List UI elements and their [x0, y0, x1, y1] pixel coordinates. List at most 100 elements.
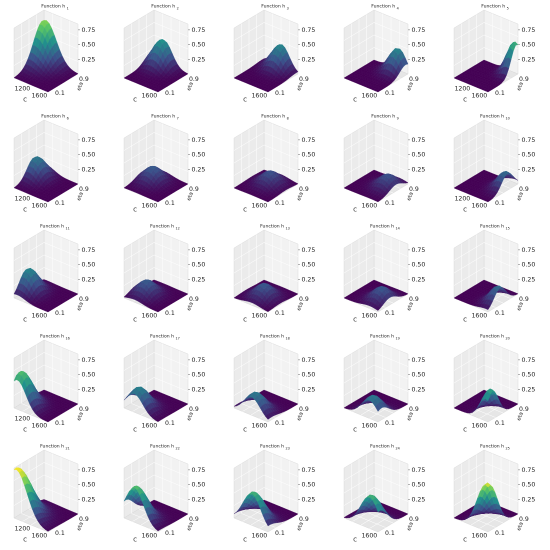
z-tick-label: 0.50 [192, 262, 206, 269]
z-tick-label: 0.25 [302, 386, 316, 393]
x-tick-label: 1600 [472, 93, 488, 100]
x-axis-label: C [23, 537, 27, 543]
z-tick-label: 0.75 [412, 247, 426, 254]
z-tick-label: 0.75 [82, 247, 96, 254]
z-tick-label: 0.25 [192, 56, 206, 63]
surface-mesh [233, 44, 299, 93]
y-tick-label: 0.1 [495, 90, 505, 97]
z-tick-label: 0.25 [82, 276, 96, 283]
panel-title: Function h 7 [151, 114, 179, 121]
gridline [123, 242, 155, 261]
y-tick-label: 0.1 [275, 530, 285, 537]
y-tick-label: 0.1 [165, 200, 175, 207]
surface-panel: Function h 19 0.25 0.50 0.75 0.9 0.1 eta 1600 C [330, 330, 440, 440]
gridline [43, 462, 79, 477]
surface-mesh [343, 494, 409, 520]
gridline [263, 352, 299, 367]
y-tick-label: 0.1 [55, 530, 65, 537]
surface-panel: Function h 24 0.25 0.50 0.75 0.9 0.1 eta 1600 C [330, 440, 440, 550]
gridline [483, 132, 519, 147]
surface-facet [484, 89, 491, 93]
surface-panel: Function h 11 0.25 0.50 0.75 0.9 0.1 eta 1600 C [0, 220, 110, 330]
panel-title-subscript: 23 [286, 447, 290, 451]
x-tick-label: 1600 [142, 533, 158, 540]
z-tick-label: 0.25 [82, 166, 96, 173]
surface-facet [265, 519, 271, 527]
surface-panel: Function h 2 0.25 0.50 0.75 0.9 0.1 eta 1600 C [110, 0, 220, 110]
surface-axes: Function h 60.250.500.750.90.1eta1200160… [13, 114, 96, 213]
panel-title: Function h 3 [261, 4, 289, 11]
surface-panel: Function h 20 0.25 0.50 0.75 0.9 0.1 eta 1600 C [440, 330, 550, 440]
gridline [233, 242, 265, 261]
z-tick-label: 0.25 [412, 386, 426, 393]
z-tick-label: 0.50 [192, 152, 206, 159]
x-axis-label: C [23, 97, 27, 103]
surface-facet [155, 309, 161, 313]
x-tick-label: 1200 [15, 416, 31, 423]
surface-mesh [453, 279, 519, 310]
panel-title-subscript: 2 [177, 7, 179, 11]
y-tick-label: 0.9 [189, 296, 199, 303]
x-axis-label: C [463, 317, 467, 323]
gridline [13, 462, 45, 481]
y-tick-label: 0.9 [79, 406, 89, 413]
y-axis-label: eta [76, 411, 85, 421]
surface-mesh [233, 169, 299, 203]
gridline [43, 352, 79, 367]
y-tick-label: 0.1 [165, 530, 175, 537]
x-tick-label: 1600 [32, 93, 48, 100]
panel-title-subscript: 13 [286, 227, 290, 231]
y-tick-label: 0.9 [299, 296, 309, 303]
surface-mesh [343, 389, 409, 412]
x-axis-label: C [463, 97, 467, 103]
y-tick-label: 0.9 [189, 76, 199, 83]
y-axis-label: eta [296, 411, 305, 421]
surface-facet [375, 503, 381, 513]
surface-mesh [453, 388, 519, 414]
x-tick-label: 1600 [252, 203, 268, 210]
x-tick-label: 1600 [362, 203, 378, 210]
y-tick-label: 0.9 [409, 406, 419, 413]
z-tick-label: 0.75 [412, 357, 426, 364]
surface-facet [154, 199, 161, 203]
z-tick-label: 0.75 [302, 27, 316, 34]
y-tick-label: 0.1 [385, 530, 395, 537]
z-tick-label: 0.75 [302, 247, 316, 254]
panel-title: Function h 12 [150, 224, 180, 231]
surface-panel: Function h 13 0.25 0.50 0.75 0.9 0.1 eta 1600 C [220, 220, 330, 330]
y-tick-label: 0.1 [385, 90, 395, 97]
z-tick-label: 0.50 [302, 372, 316, 379]
surface-facet [154, 89, 161, 93]
surface-panel: Function h 21 0.25 0.50 0.75 0.9 0.1 eta 1200 16… [0, 440, 110, 550]
x-tick-label: 1600 [472, 423, 488, 430]
gridline [123, 462, 155, 481]
gridline [153, 352, 189, 367]
surface-panel: Function h 17 0.25 0.50 0.75 0.9 0.1 eta 1600 C [110, 330, 220, 440]
gridline [263, 132, 299, 147]
panel-title: Function h 20 [480, 334, 510, 341]
z-tick-label: 0.50 [522, 372, 536, 379]
surface-panel: Function h 6 0.25 0.50 0.75 0.9 0.1 eta 1200 160… [0, 110, 110, 220]
z-tick-label: 0.75 [192, 137, 206, 144]
x-axis-label: C [23, 317, 27, 323]
gridline [233, 352, 265, 371]
y-tick-label: 0.9 [299, 406, 309, 413]
y-tick-label: 0.9 [299, 186, 309, 193]
z-tick-label: 0.75 [412, 467, 426, 474]
surface-mesh [13, 156, 79, 203]
panel-title: Function h 1 [41, 4, 69, 11]
x-axis-label: C [243, 97, 247, 103]
panel-title: Function h 17 [150, 334, 180, 341]
y-tick-label: 0.9 [409, 186, 419, 193]
pane-group [343, 339, 409, 423]
